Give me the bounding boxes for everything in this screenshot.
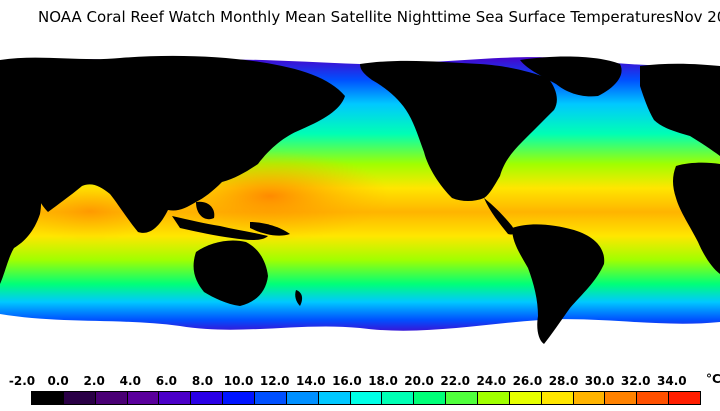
colorbar-tick-label: 34.0 bbox=[656, 374, 687, 388]
colorbar-swatch bbox=[95, 392, 128, 404]
landmass-japan bbox=[226, 128, 245, 162]
landmass-eurasia bbox=[0, 55, 345, 233]
landmass-west-africa bbox=[673, 162, 720, 274]
landmass-new-guinea bbox=[250, 222, 290, 236]
sst-map bbox=[0, 36, 720, 372]
colorbar-tick-label: 10.0 bbox=[223, 374, 254, 388]
landmass-north-america bbox=[360, 60, 557, 201]
colorbar-swatch bbox=[63, 392, 96, 404]
colorbar-tick-label: 0.0 bbox=[47, 374, 69, 388]
landmass-new-zealand bbox=[295, 290, 303, 306]
colorbar-swatch bbox=[286, 392, 319, 404]
colorbar-tick-label: 22.0 bbox=[440, 374, 470, 388]
colorbar-swatch bbox=[255, 392, 287, 404]
map-title: NOAA Coral Reef Watch Monthly Mean Satel… bbox=[0, 0, 720, 36]
sst-map-canvas bbox=[0, 36, 720, 372]
colorbar-swatch bbox=[541, 392, 574, 404]
colorbar-swatch bbox=[382, 392, 415, 404]
colorbar-swatch bbox=[573, 392, 606, 404]
colorbar-tick-label: 2.0 bbox=[83, 374, 105, 388]
colorbar-tick-label: 30.0 bbox=[584, 374, 615, 388]
colorbar-swatch bbox=[159, 392, 192, 404]
landmass-indonesia bbox=[172, 216, 268, 240]
colorbar-swatch bbox=[637, 392, 670, 404]
colorbar-swatch bbox=[605, 392, 638, 404]
colorbar-swatch bbox=[669, 392, 701, 404]
colorbar-swatch bbox=[509, 392, 542, 404]
colorbar-swatch bbox=[318, 392, 351, 404]
title-text: NOAA Coral Reef Watch Monthly Mean Satel… bbox=[38, 8, 674, 26]
colorbar-swatch bbox=[350, 392, 383, 404]
landmass-borneo bbox=[196, 201, 215, 220]
colorbar bbox=[31, 391, 701, 405]
colorbar-swatch bbox=[191, 392, 224, 404]
colorbar-tick-label: 26.0 bbox=[512, 374, 543, 388]
colorbar-tick-label: 32.0 bbox=[620, 374, 651, 388]
colorbar-tick-label: 14.0 bbox=[295, 374, 326, 388]
colorbar-tick-label: 24.0 bbox=[476, 374, 507, 388]
colorbar-tick-label: 18.0 bbox=[368, 374, 398, 388]
colorbar-tick-label: 16.0 bbox=[332, 374, 362, 388]
colorbar-tick-label: -2.0 bbox=[8, 374, 36, 388]
colorbar-tick-label: 6.0 bbox=[155, 374, 178, 388]
landmass-australia bbox=[193, 240, 268, 306]
colorbar-swatch bbox=[127, 392, 160, 404]
colorbar-swatch bbox=[478, 392, 510, 404]
colorbar-tick-label: 4.0 bbox=[119, 374, 141, 388]
landmass-south-america bbox=[512, 224, 605, 344]
colorbar-swatch bbox=[446, 392, 479, 404]
colorbar-swatch bbox=[414, 392, 447, 404]
colorbar-tick-label: 8.0 bbox=[191, 374, 214, 388]
colorbar-labels: -2.0 0.0 2.0 4.0 6.0 8.0 10.0 12.0 14.0 16.0 18.0 2… bbox=[0, 372, 720, 390]
title-date: Nov 2010 bbox=[673, 8, 720, 26]
landmass-europe bbox=[640, 63, 720, 156]
landmass-central-america bbox=[484, 198, 515, 235]
colorbar-tick-label: 28.0 bbox=[548, 374, 579, 388]
colorbar-unit: °C bbox=[706, 372, 720, 386]
colorbar-tick-label: 20.0 bbox=[404, 374, 434, 388]
colorbar-swatch bbox=[223, 392, 256, 404]
landmass-africa bbox=[0, 140, 42, 284]
colorbar-tick-label: 12.0 bbox=[259, 374, 290, 388]
landmass-greenland bbox=[520, 56, 622, 97]
colorbar-swatch bbox=[32, 392, 64, 404]
